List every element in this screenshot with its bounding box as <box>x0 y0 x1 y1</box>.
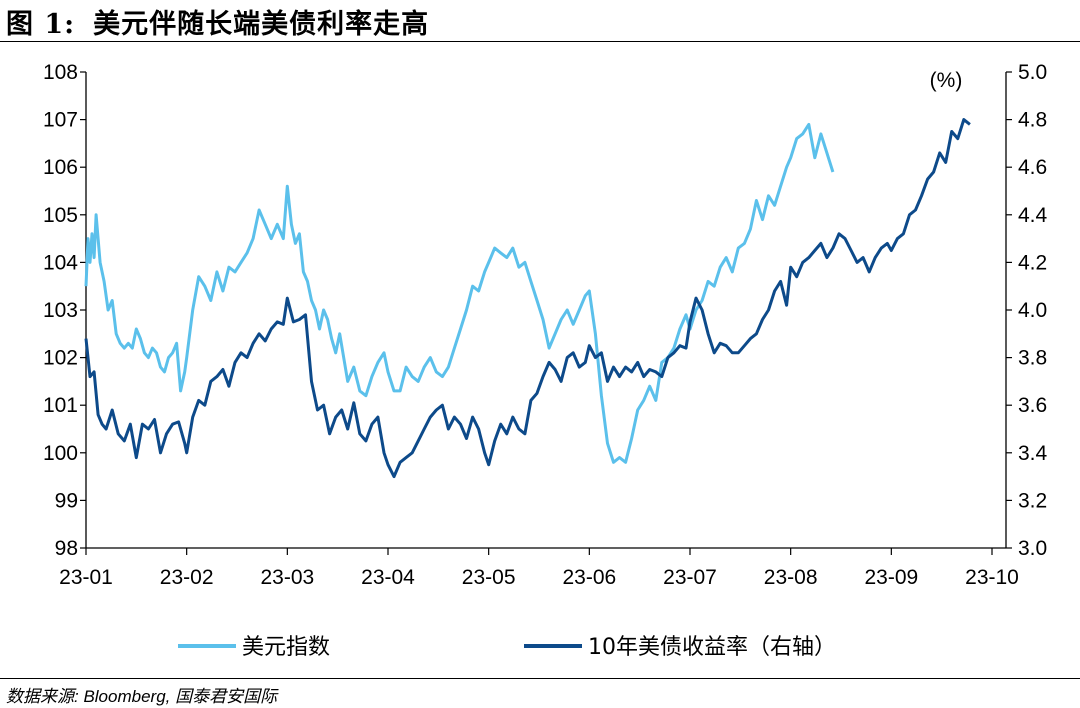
source-note: 数据来源: Bloomberg, 国泰君安国际 <box>6 687 278 706</box>
line-chart: 98 99 100 101 102 103 104 105 106 107 108 3.0 3.2 3.4… <box>43 61 1048 660</box>
x-tick-label: 23-10 <box>965 566 1019 589</box>
x-tick-label: 23-09 <box>864 566 918 589</box>
left-tick-label: 100 <box>43 442 78 465</box>
x-tick-label: 23-05 <box>462 566 516 589</box>
chart-series <box>84 118 971 479</box>
right-tick-label: 3.4 <box>1018 442 1048 465</box>
right-tick-label: 4.4 <box>1018 204 1048 227</box>
us10y-yield-line <box>84 118 971 479</box>
usd-index-line <box>84 122 835 464</box>
right-tick-label: 3.8 <box>1018 347 1047 370</box>
figure-label: 图 1: <box>6 9 76 40</box>
right-tick-label: 3.6 <box>1018 394 1047 417</box>
left-tick-label: 108 <box>43 61 78 84</box>
right-tick-label: 5.0 <box>1018 61 1047 84</box>
left-tick-label: 98 <box>55 537 78 560</box>
right-tick-label: 4.6 <box>1018 156 1047 179</box>
title-divider <box>0 41 1080 42</box>
x-tick-label: 23-08 <box>764 566 818 589</box>
x-tick-label: 23-03 <box>260 566 314 589</box>
left-tick-label: 105 <box>43 204 78 227</box>
left-tick-label: 101 <box>43 394 78 417</box>
chart-legend: 美元指数 10年美债收益率（右轴） <box>178 635 836 660</box>
x-tick-label: 23-01 <box>59 566 113 589</box>
figure-title: 图 1: 美元伴随长端美债利率走高 <box>6 2 429 41</box>
figure-title-text: 美元伴随长端美债利率走高 <box>93 9 430 40</box>
right-axis-unit: (%) <box>930 69 963 92</box>
right-tick-label: 3.0 <box>1018 537 1047 560</box>
right-tick-label: 3.2 <box>1018 489 1047 512</box>
footer-divider <box>0 678 1080 679</box>
right-tick-label: 4.0 <box>1018 299 1047 322</box>
right-tick-label: 4.2 <box>1018 251 1047 274</box>
left-tick-label: 102 <box>43 347 78 370</box>
legend-label-usd-index: 美元指数 <box>242 635 330 660</box>
chart-axes: 98 99 100 101 102 103 104 105 106 107 108 3.0 3.2 3.4… <box>43 61 1048 589</box>
x-tick-label: 23-04 <box>361 566 415 589</box>
x-tick-label: 23-07 <box>663 566 717 589</box>
left-tick-label: 103 <box>43 299 78 322</box>
left-tick-label: 104 <box>43 251 78 274</box>
x-tick-label: 23-06 <box>562 566 616 589</box>
left-tick-label: 107 <box>43 109 78 132</box>
right-tick-label: 4.8 <box>1018 109 1047 132</box>
left-tick-label: 99 <box>55 489 78 512</box>
legend-label-us10y: 10年美债收益率（右轴） <box>588 635 836 660</box>
left-tick-label: 106 <box>43 156 78 179</box>
x-tick-label: 23-02 <box>160 566 214 589</box>
